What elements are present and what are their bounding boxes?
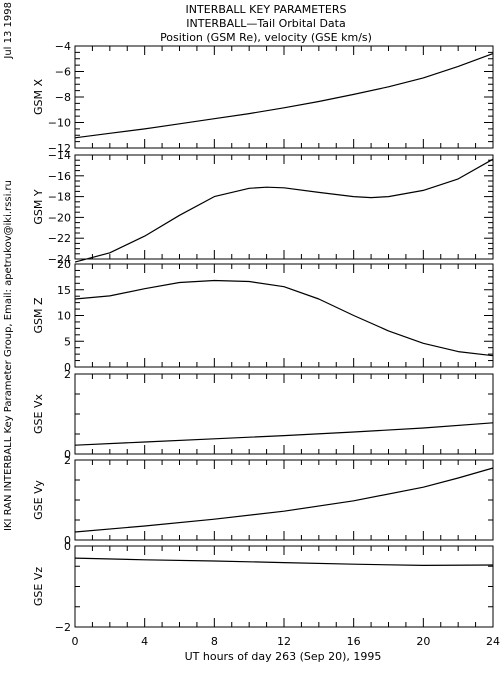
panel-frame-1	[74, 45, 494, 149]
header-line-1: INTERBALL KEY PARAMETERS	[186, 3, 347, 16]
y-tick-label-5: 2	[64, 454, 71, 467]
series-line-4	[74, 422, 494, 446]
y-tick-label-1: −10	[48, 117, 71, 130]
y-axis-label-3: GSM Z	[32, 297, 45, 333]
y-tick-label-1: −8	[55, 91, 71, 104]
y-tick-label-2: −24	[48, 253, 71, 266]
y-tick-label-3: 15	[57, 284, 71, 297]
y-tick-label-3: 20	[57, 258, 71, 271]
y-tick-label-3: 5	[64, 335, 71, 348]
y-axis-label-2: GSM Y	[32, 189, 45, 224]
y-tick-label-2: −16	[48, 170, 71, 183]
series-line-1	[74, 53, 494, 139]
series-line-2	[74, 158, 494, 263]
x-tick-label: 24	[486, 635, 500, 648]
panel-frame-5	[74, 459, 494, 541]
header-line-3: Position (GSM Re), velocity (GSE km/s)	[160, 31, 372, 44]
y-tick-label-4: 0	[64, 448, 71, 461]
y-tick-label-2: −22	[48, 232, 71, 245]
side-date: Jul 13 1998	[3, 2, 14, 60]
y-axis-label-1: GSM X	[32, 79, 45, 115]
panel-frame-3	[74, 263, 494, 368]
series-line-6	[74, 557, 494, 567]
y-tick-label-1: −6	[55, 66, 71, 79]
y-tick-label-2: −20	[48, 211, 71, 224]
y-axis-label-6: GSE Vz	[32, 567, 45, 606]
y-axis-label-4: GSE Vx	[32, 394, 45, 434]
panel-frame-6	[74, 545, 494, 628]
x-tick-label: 8	[211, 635, 218, 648]
x-tick-label: 16	[347, 635, 361, 648]
x-axis-label: UT hours of day 263 (Sep 20), 1995	[185, 650, 382, 663]
x-tick-label: 4	[141, 635, 148, 648]
x-tick-label: 12	[277, 635, 291, 648]
y-tick-label-5: 0	[64, 534, 71, 547]
x-tick-label: 20	[416, 635, 430, 648]
y-tick-label-3: 0	[64, 361, 71, 374]
y-tick-label-1: −4	[55, 40, 71, 53]
y-tick-label-2: −14	[48, 149, 71, 162]
side-credit: IKI RAN INTERBALL Key Parameter Group, E…	[3, 180, 14, 531]
y-tick-label-6: 0	[64, 540, 71, 553]
panel-frame-2	[74, 154, 494, 260]
header-line-2: INTERBALL—Tail Orbital Data	[186, 17, 345, 30]
y-tick-label-1: −12	[48, 142, 71, 155]
y-axis-label-5: GSE Vy	[32, 480, 45, 520]
y-tick-label-3: 10	[57, 310, 71, 323]
series-line-5	[74, 467, 494, 533]
y-tick-label-6: −2	[55, 621, 71, 634]
y-tick-label-4: 2	[64, 368, 71, 381]
series-line-3	[74, 279, 494, 357]
y-tick-label-2: −18	[48, 191, 71, 204]
x-tick-label: 0	[72, 635, 79, 648]
